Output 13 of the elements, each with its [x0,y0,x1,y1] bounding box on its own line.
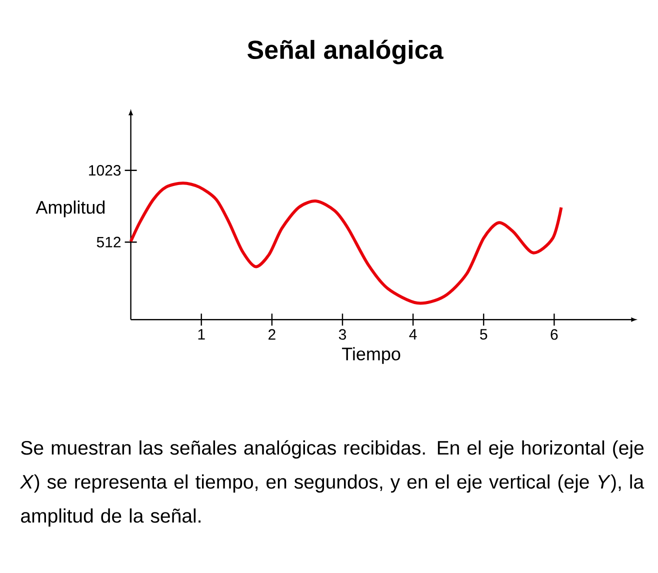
x-tick-label: 5 [480,329,488,340]
y-axis-title: Amplitud [36,200,105,218]
x-tick-label: 4 [409,329,417,340]
x-tick-label: 2 [268,329,276,340]
y-tick-label: 1023 [89,165,121,176]
chart-title: Señal analógica [247,40,444,64]
x-tick-label: 1 [198,329,205,340]
y-tick-label: 512 [96,236,121,248]
x-axis-title: Tiempo [342,347,400,364]
x-tick-label: 6 [550,329,558,340]
x-tick-label: 3 [338,329,346,340]
text: Se muestran las señales analógicas recibidas. En el eje horizontal (eje X) se representa el tiempo, en segundos, y en el eje vertical (eje Y), la amplitud de la señal. [20,440,644,527]
line-series [129,182,563,305]
